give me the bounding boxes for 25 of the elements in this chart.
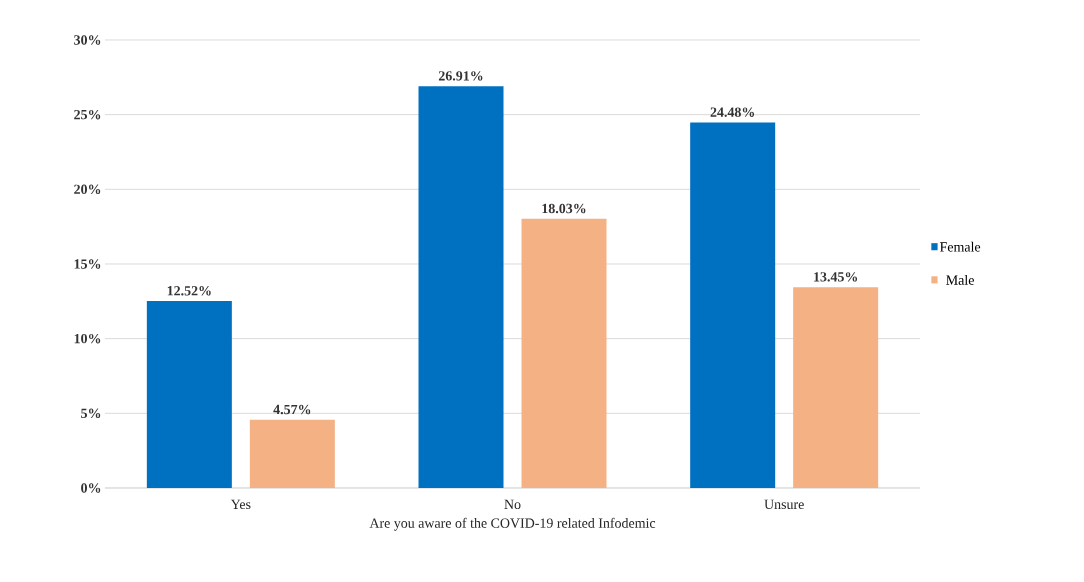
y-tick-label: 15% <box>74 259 101 269</box>
legend-label: Male <box>946 274 974 285</box>
bar <box>146 301 232 488</box>
data-label: 4.57% <box>273 404 311 415</box>
data-label: 18.03% <box>542 203 586 214</box>
y-tick-label: 25% <box>74 109 101 120</box>
bar <box>521 218 607 488</box>
legend-label: Female <box>939 241 981 252</box>
y-tick-label: 5% <box>81 408 101 419</box>
x-axis-title: Are you aware of the COVID-19 related Infodemic <box>369 517 656 531</box>
data-label: 13.45% <box>814 272 858 282</box>
bar <box>793 287 879 488</box>
y-tick-label: 0% <box>81 483 101 493</box>
x-tick-label: No <box>504 499 521 510</box>
bar <box>690 122 776 488</box>
bar <box>249 419 335 488</box>
data-label: 12.52% <box>167 286 211 296</box>
y-tick-label: 10% <box>74 333 101 344</box>
y-tick-label: 20% <box>74 184 101 195</box>
data-label: 26.91% <box>438 71 483 81</box>
data-label: 24.48% <box>710 107 755 117</box>
x-tick-label: Yes <box>230 499 251 510</box>
y-tick-label: 30% <box>74 35 101 45</box>
x-tick-label: Unsure <box>764 499 804 510</box>
bar <box>418 86 504 488</box>
